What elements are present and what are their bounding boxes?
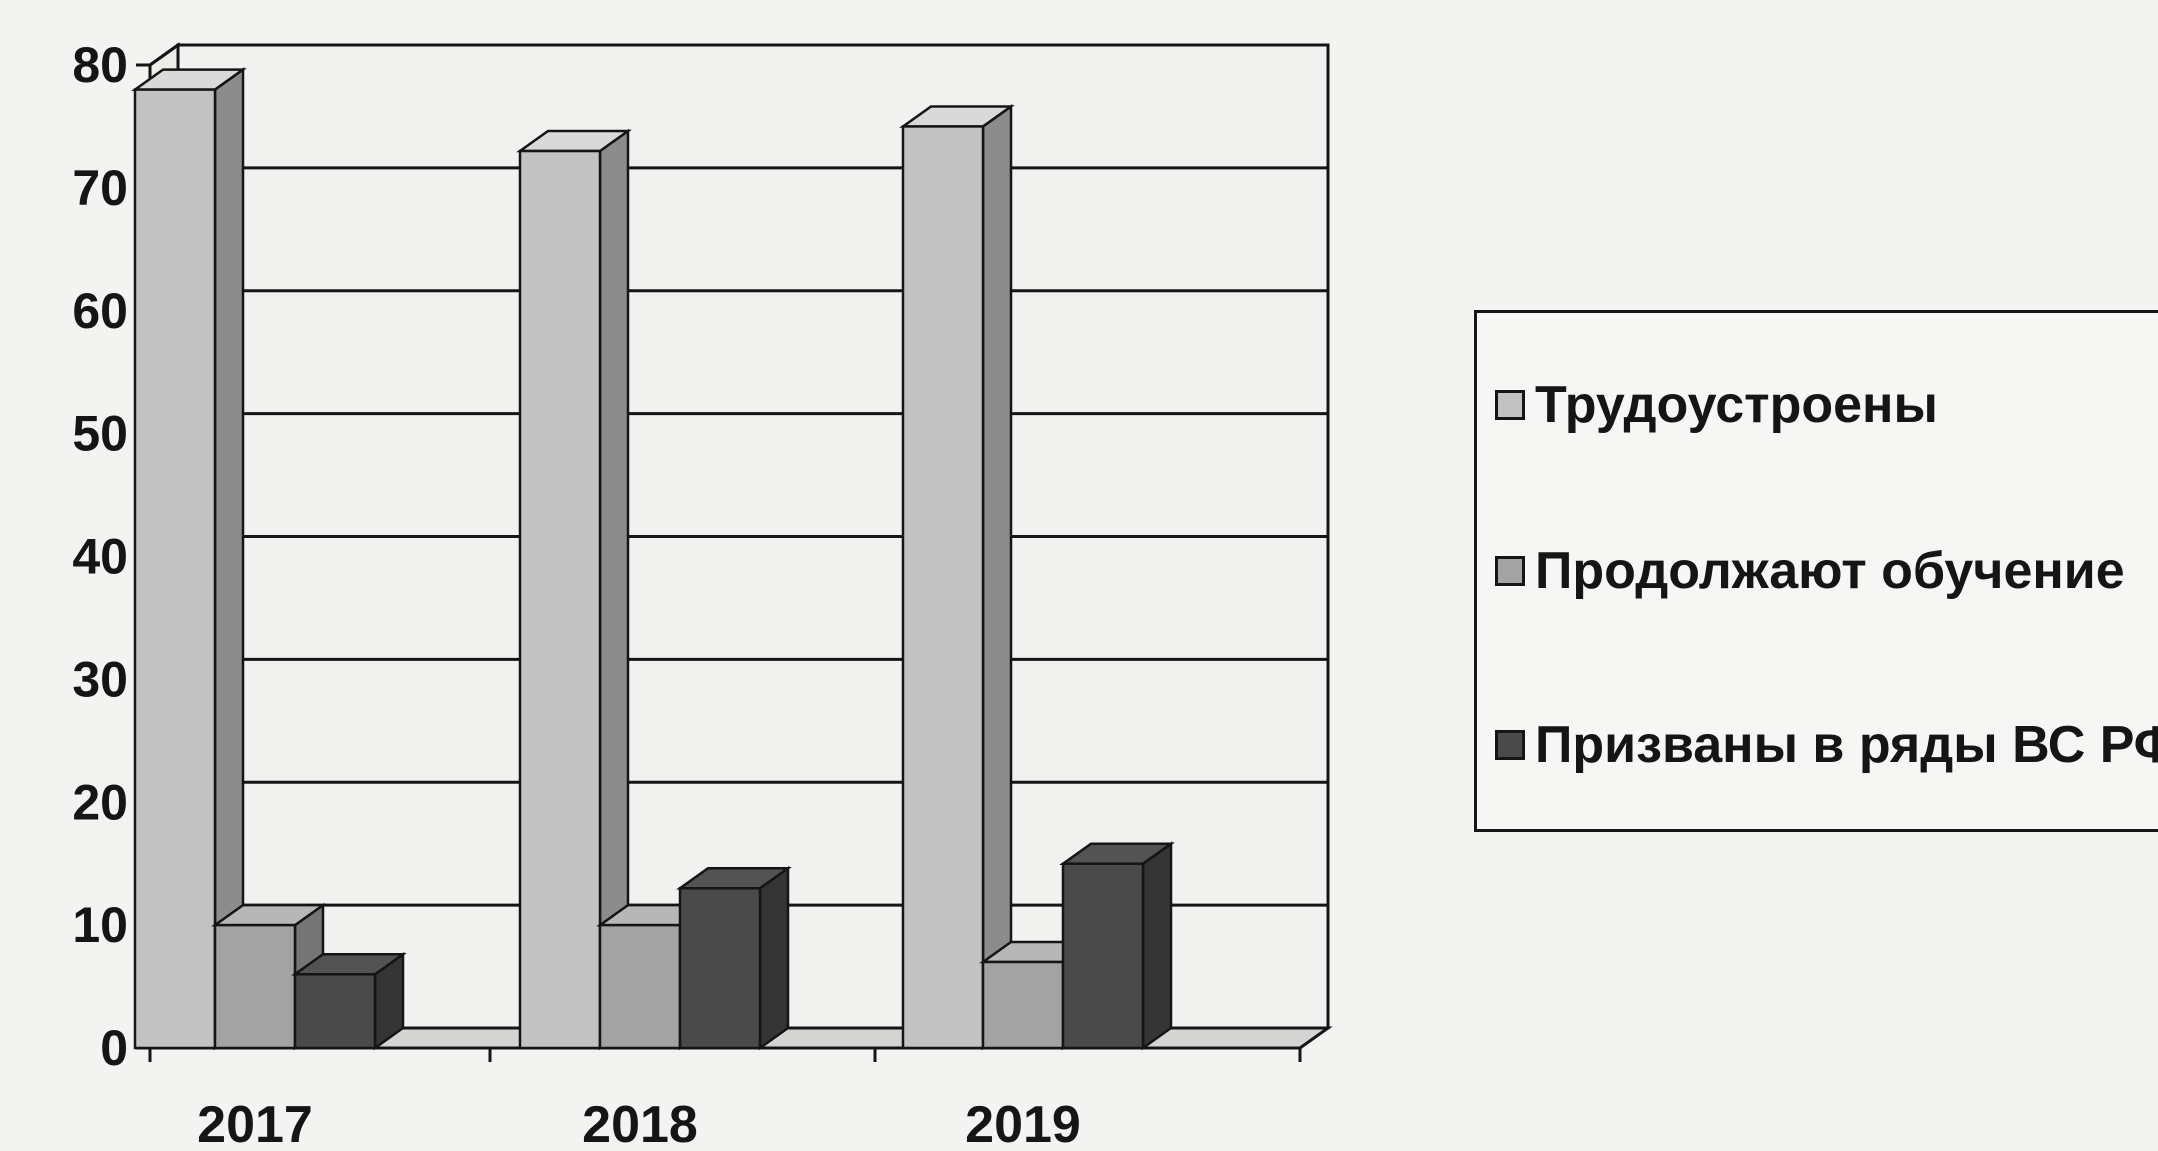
legend-item-employed: Трудоустроены: [1495, 375, 1938, 435]
y-tick-label: 10: [72, 897, 128, 953]
bar-2017-0: [131, 67, 247, 1051]
legend-item-studying: Продолжают обучение: [1495, 541, 2125, 601]
legend-label-studying: Продолжают обучение: [1535, 542, 2125, 600]
x-tick-label: 2019: [965, 1096, 1081, 1146]
legend-swatch-employed: [1495, 390, 1525, 420]
y-tick-label: 40: [72, 529, 128, 585]
y-tick-label: 0: [100, 1020, 128, 1076]
y-tick-label: 80: [72, 37, 128, 93]
bar-2019-2: [1059, 841, 1175, 1051]
legend-item-conscripted: Призваны в ряды ВС РФ: [1495, 715, 2158, 775]
bar-2018-0: [516, 128, 632, 1051]
legend-swatch-studying: [1495, 556, 1525, 586]
y-tick-label: 60: [72, 283, 128, 339]
legend-swatch-conscripted: [1495, 730, 1525, 760]
bar-2019-0: [899, 104, 1015, 1051]
legend-label-employed: Трудоустроены: [1535, 376, 1938, 434]
legend-label-conscripted: Призваны в ряды ВС РФ: [1535, 716, 2158, 774]
y-tick-label: 70: [72, 160, 128, 216]
x-tick-label: 2018: [582, 1096, 698, 1146]
bar-2017-2: [291, 951, 407, 1051]
y-tick-label: 30: [72, 651, 128, 707]
gridline-side: [149, 43, 179, 67]
bar-2018-2: [676, 865, 792, 1051]
chart-legend: Трудоустроены Продолжают обучение Призва…: [1474, 310, 2158, 832]
y-tick-label: 20: [72, 774, 128, 830]
x-tick-label: 2017: [197, 1096, 313, 1146]
y-tick-label: 50: [72, 406, 128, 462]
